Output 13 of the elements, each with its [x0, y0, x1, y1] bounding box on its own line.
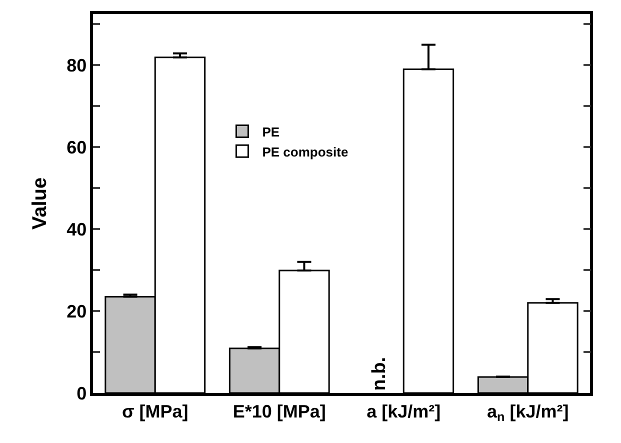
y-tick-label: 40 — [66, 219, 87, 240]
annotation: n.b. — [368, 356, 390, 391]
legend-label: PE — [262, 124, 280, 140]
y-axis-title: Value — [29, 177, 52, 230]
x-tick-label: E*10 [MPa] — [232, 401, 326, 422]
x-tick-label: σ [MPa] — [122, 401, 188, 422]
x-tick-label: a$_{n}$ [kJ/m²] — [487, 401, 569, 424]
legend-label: PE composite — [262, 144, 348, 160]
y-tick-label: 0 — [76, 383, 87, 404]
y-tick-label: 60 — [66, 137, 87, 158]
x-tick-label: a [kJ/m²] — [366, 401, 441, 422]
y-tick-label: 20 — [66, 301, 87, 322]
y-tick-label: 80 — [66, 56, 87, 76]
